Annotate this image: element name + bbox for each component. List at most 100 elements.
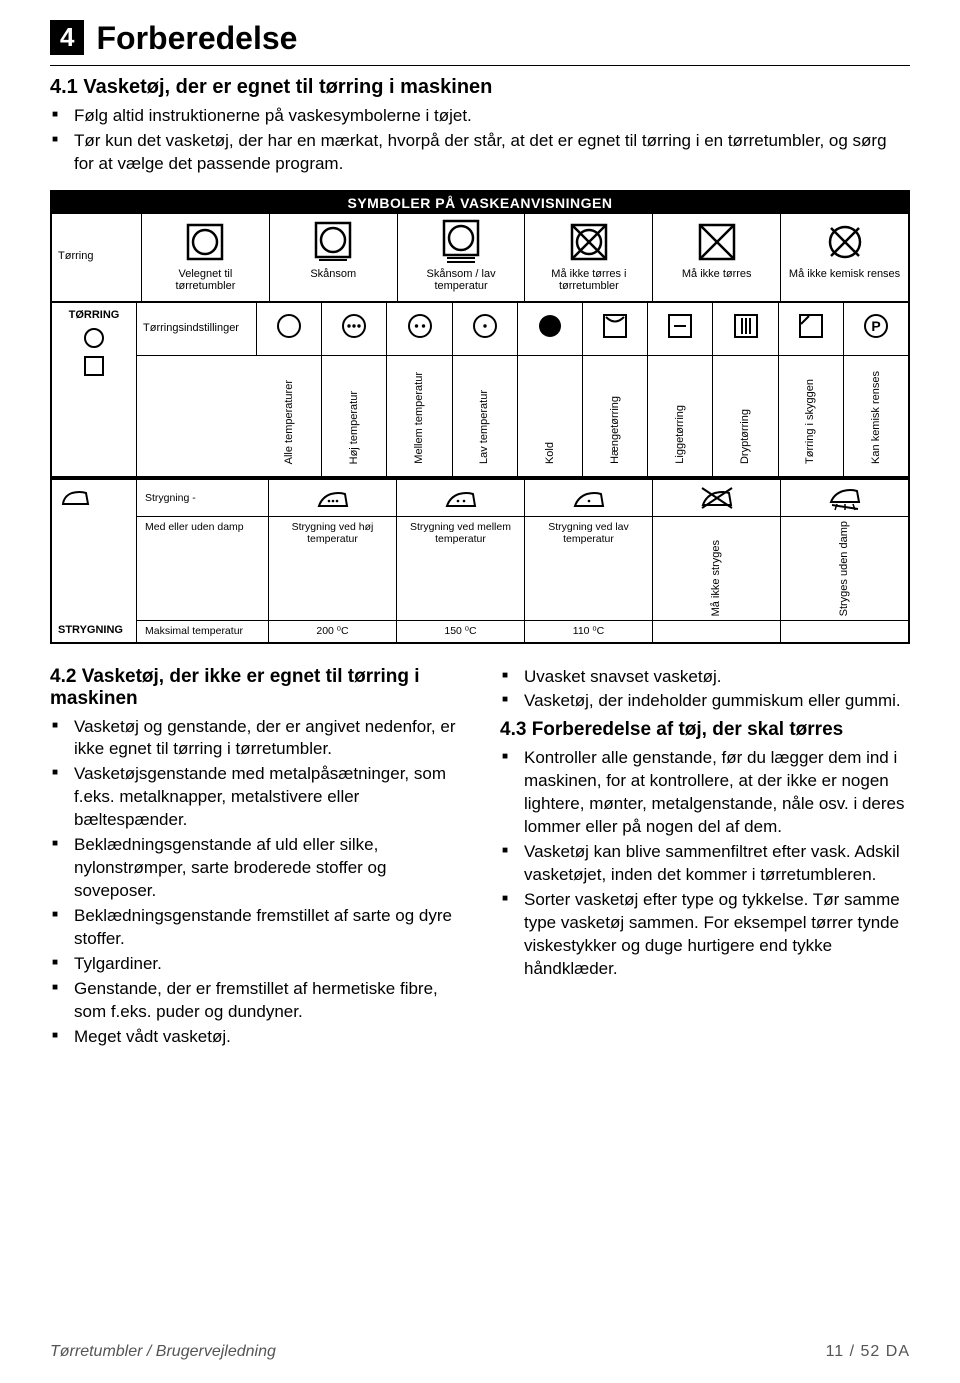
list-item: Tør kun det vasketøj, der har en mærkat,…	[50, 130, 910, 176]
list-item: Tylgardiner.	[50, 953, 460, 976]
symbol-cell	[518, 303, 583, 355]
dryclean-p-icon: P	[862, 309, 890, 343]
label: Må ikke kemisk renses	[789, 268, 900, 281]
vlabel-cell: Hængetørring	[583, 356, 648, 476]
symbol-cell	[583, 303, 648, 355]
symbol-cell	[648, 303, 713, 355]
no-tumble-icon	[570, 220, 608, 264]
divider	[50, 65, 910, 66]
vlabel-cell: Liggetørring	[648, 356, 713, 476]
list-item: Vasketøj, der indeholder gummiskum eller…	[500, 690, 910, 713]
shade-dry-icon	[797, 309, 825, 343]
iron-ic	[653, 480, 781, 516]
iron-body: Strygning - Med eller uden damp Strygnin…	[137, 480, 908, 641]
iron-icon	[58, 486, 92, 508]
iron-left: STRYGNING	[52, 480, 137, 641]
symbol-cell	[779, 303, 844, 355]
label: Høj temperatur	[346, 387, 363, 468]
list-item: Uvasket snavset vasketøj.	[500, 666, 910, 689]
iron-temp-row: Maksimal temperatur 200 ⁰C 150 ⁰C 110 ⁰C	[137, 620, 908, 641]
footer-right: 11 / 52 DA	[826, 1343, 910, 1361]
iron1-icon	[571, 486, 607, 510]
list-item: Sorter vasketøj efter type og tykkelse. …	[500, 889, 910, 981]
iron-text-row: Med eller uden damp Strygning ved høj te…	[137, 517, 908, 620]
vlabel-cell: Dryptørring	[713, 356, 778, 476]
label: Skånsom	[310, 268, 356, 281]
row2-body: Tørringsindstillinger P Alle temperature…	[137, 303, 908, 476]
iron-tc: Strygning ved lav temperatur	[525, 517, 653, 620]
col-left: 4.2 Vasketøj, der ikke er egnet til tørr…	[50, 666, 460, 1051]
symbol-cell	[453, 303, 518, 355]
list-item: Kontroller alle genstande, før du lægger…	[500, 747, 910, 839]
section-title: Forberedelse	[96, 20, 297, 57]
row2-vlabels: Alle temperaturer Høj temperatur Mellem …	[137, 356, 908, 476]
cold-icon	[536, 309, 564, 343]
label: Må ikke tørres i tørretumbler	[531, 268, 646, 293]
circle-icon	[275, 309, 303, 343]
label: Tørring i skyggen	[802, 375, 819, 468]
list-item: Beklædningsgenstande af uld eller silke,…	[50, 834, 460, 903]
subheading-4-2: 4.2 Vasketøj, der ikke er egnet til tørr…	[50, 666, 460, 710]
iron-temp: 110 ⁰C	[525, 621, 653, 641]
iron-section: STRYGNING Strygning - Med eller uden dam…	[52, 478, 908, 641]
vlabel-cell: Kold	[518, 356, 583, 476]
footer-left: Tørretumbler / Brugervejledning	[50, 1343, 276, 1361]
symbol-cell: P	[844, 303, 908, 355]
symbol-cell: Må ikke kemisk renses	[781, 214, 908, 301]
label: Stryges uden damp	[838, 521, 851, 616]
label: Må ikke stryges	[710, 540, 723, 616]
label: Skånsom / lav temperatur	[404, 268, 519, 293]
iron-icons-row: Strygning -	[137, 480, 908, 517]
section-number: 4	[50, 20, 84, 55]
list-item: Vasketøj og genstande, der er angivet ne…	[50, 716, 460, 762]
no-dry-icon	[698, 220, 736, 264]
symbol-row-2: TØRRING Tørringsindstillinger P	[52, 303, 908, 478]
drip-dry-icon	[732, 309, 760, 343]
symbol-cell	[322, 303, 387, 355]
label: Dryptørring	[737, 405, 754, 468]
iron-tc: Stryges uden damp	[781, 517, 908, 620]
no-dryclean-icon	[826, 220, 864, 264]
circle-icon	[83, 327, 105, 349]
flat-dry-icon	[666, 309, 694, 343]
symbol-cell	[257, 303, 322, 355]
row-left-label: TØRRING	[52, 303, 137, 476]
symbol-cell: Skånsom / lav temperatur	[398, 214, 526, 301]
list-item: Beklædningsgenstande fremstillet af sart…	[50, 905, 460, 951]
iron-ic	[397, 480, 525, 516]
iron-ic	[269, 480, 397, 516]
line-dry-icon	[601, 309, 629, 343]
label: TØRRING	[69, 309, 120, 321]
iron-sub: Med eller uden damp	[137, 517, 269, 620]
symbol-cell: Velegnet til tørretumbler	[142, 214, 270, 301]
row2-label-cell: Tørringsindstillinger	[137, 303, 257, 355]
list-item: Følg altid instruktionerne på vaskesymbo…	[50, 105, 910, 128]
label: Kold	[542, 438, 559, 468]
section-header: 4 Forberedelse	[50, 20, 910, 57]
gentle-dry-icon	[314, 220, 352, 264]
label: Kan kemisk renses	[868, 367, 885, 468]
label: Lav temperatur	[476, 386, 493, 468]
gentle-low-icon	[442, 220, 480, 264]
low-temp-icon	[471, 309, 499, 343]
iron-ic	[525, 480, 653, 516]
list-item: Vasketøjsgenstande med metalpåsætninger,…	[50, 763, 460, 832]
symbol-banner: SYMBOLER PÅ VASKEANVISNINGEN	[52, 192, 908, 214]
list-4-1: Følg altid instruktionerne på vaskesymbo…	[50, 105, 910, 176]
label: Tørringsindstillinger	[143, 322, 239, 335]
iron-topleft: Strygning -	[137, 480, 269, 516]
list-right-top: Uvasket snavset vasketøj. Vasketøj, der …	[500, 666, 910, 714]
symbol-cell	[387, 303, 452, 355]
two-column: 4.2 Vasketøj, der ikke er egnet til tørr…	[50, 666, 910, 1051]
med-temp-icon	[406, 309, 434, 343]
vlabel-cell: Alle temperaturer	[257, 356, 322, 476]
row2-icons: Tørringsindstillinger P	[137, 303, 908, 356]
symbol-cell: Må ikke tørres i tørretumbler	[525, 214, 653, 301]
high-temp-icon	[340, 309, 368, 343]
square-icon	[83, 355, 105, 377]
page-footer: Tørretumbler / Brugervejledning 11 / 52 …	[50, 1343, 910, 1361]
vlabel-cell: Kan kemisk renses	[844, 356, 908, 476]
iron-temp: 200 ⁰C	[269, 621, 397, 641]
iron-sub2: Maksimal temperatur	[137, 621, 269, 641]
label: Alle temperaturer	[281, 376, 298, 468]
